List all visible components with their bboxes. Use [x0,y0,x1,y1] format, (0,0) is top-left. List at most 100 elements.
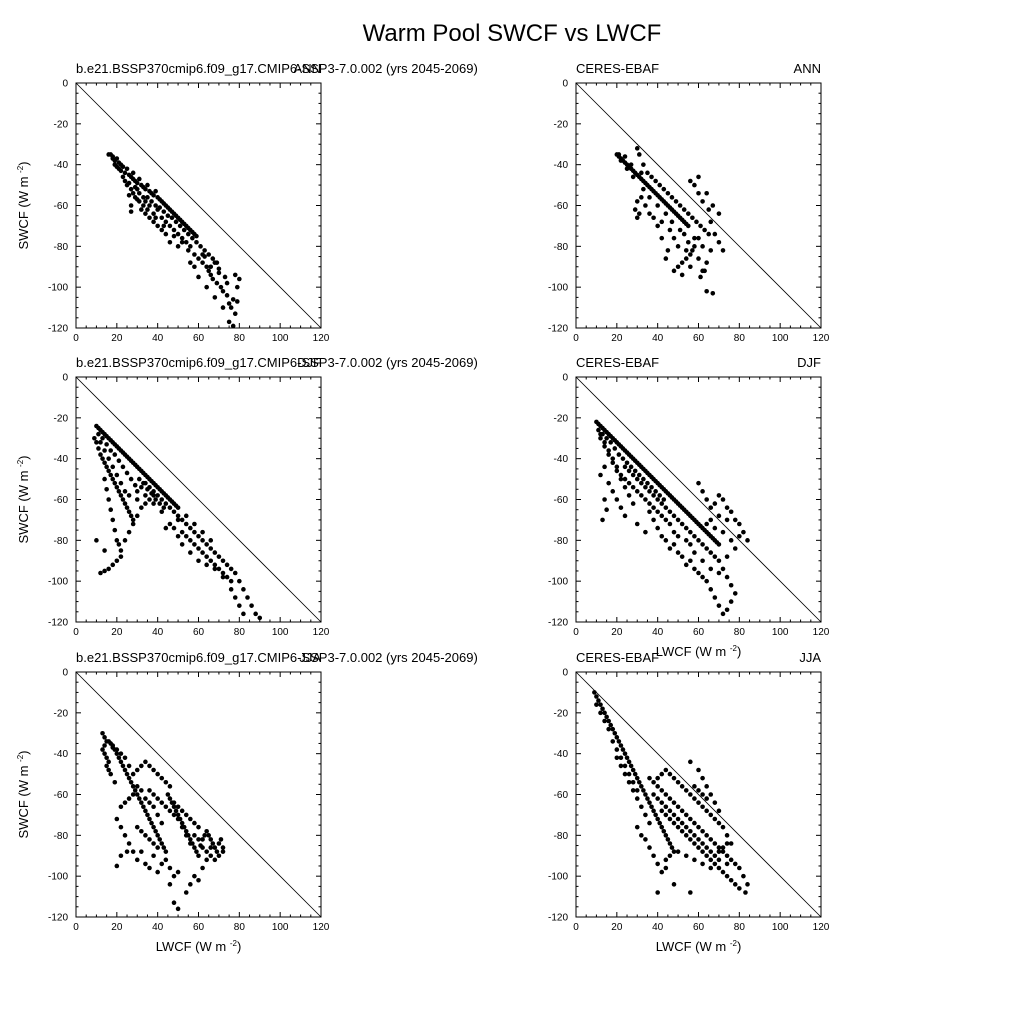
data-point [147,865,152,871]
data-point [179,542,185,547]
data-point [604,435,609,441]
reference-line [575,376,822,623]
data-points [592,690,750,895]
panel-title-left: b.e21.BSSP370cmip6.f09_g17.CMIP6-SSP3-7.… [76,61,478,76]
data-point [636,152,642,157]
data-point [667,509,673,515]
data-point [632,207,638,212]
data-point [171,873,177,879]
data-point [716,603,722,608]
data-point [167,521,173,527]
data-point [630,484,636,490]
data-point [634,215,640,221]
data-point [708,566,714,572]
data-point [604,714,609,720]
data-point [675,244,681,249]
data-point [112,527,118,533]
data-point [700,849,705,854]
data-point [151,211,156,216]
data-point [185,248,191,253]
data-point [677,227,683,233]
data-point [688,529,693,535]
data-point [641,788,646,793]
data-point [708,587,714,592]
data-point [679,808,685,814]
data-point [700,244,705,249]
data-point [167,239,173,245]
data-point [159,215,165,221]
data-point [98,570,103,576]
data-point [171,233,177,239]
data-point [212,845,218,850]
y-tick-label: -40 [554,454,569,465]
data-point [208,853,214,859]
data-point [188,550,193,555]
data-point [614,755,620,761]
data-point [655,784,660,789]
x-axis-title: LWCF (W m -2) [156,939,242,954]
data-point [724,505,730,510]
data-point [155,812,160,818]
data-point [651,808,656,814]
data-point [639,480,644,486]
data-point [143,493,148,498]
data-point [167,865,173,871]
data-point [702,268,707,274]
data-point [622,771,628,777]
data-point [159,800,165,805]
data-point [653,489,658,494]
data-point [667,521,673,527]
data-point [663,256,669,261]
data-point [155,833,160,838]
data-point [704,546,709,551]
data-point [655,509,660,515]
data-point [220,845,226,850]
data-point [683,525,689,531]
data-point [249,603,254,608]
data-point [700,558,705,564]
data-point [194,849,199,854]
data-point [100,730,105,736]
data-point [614,747,620,752]
y-tick-label: -20 [554,413,569,424]
data-point [112,480,118,486]
data-point [634,824,640,830]
data-point [712,800,718,805]
data-point [690,248,695,253]
data-point [139,800,144,805]
data-point [145,812,150,818]
data-point [167,223,173,229]
data-point [657,182,663,188]
data-point [128,513,134,519]
data-point [624,166,630,172]
x-tick-label: 20 [111,922,123,933]
data-point [594,702,599,707]
data-point [649,804,654,810]
x-tick-label: 80 [234,333,246,344]
data-point [606,718,611,724]
data-point [208,264,214,270]
data-point [212,566,218,572]
data-point [171,900,177,906]
data-point [110,464,116,470]
data-point [706,207,712,212]
data-point [618,755,624,761]
data-point [126,192,132,198]
data-point [720,845,726,850]
data-point [116,542,122,547]
data-point [94,538,99,543]
data-point [692,857,697,863]
data-point [163,849,169,854]
data-point [208,538,214,543]
data-point [716,211,722,216]
y-tick-label: -120 [548,913,568,924]
data-point [679,828,685,834]
data-point [167,784,173,789]
data-point [675,517,681,523]
y-tick-label: -100 [48,577,68,588]
data-point [712,816,718,822]
data-point [720,611,726,617]
data-point [202,248,207,253]
data-point [700,489,705,494]
